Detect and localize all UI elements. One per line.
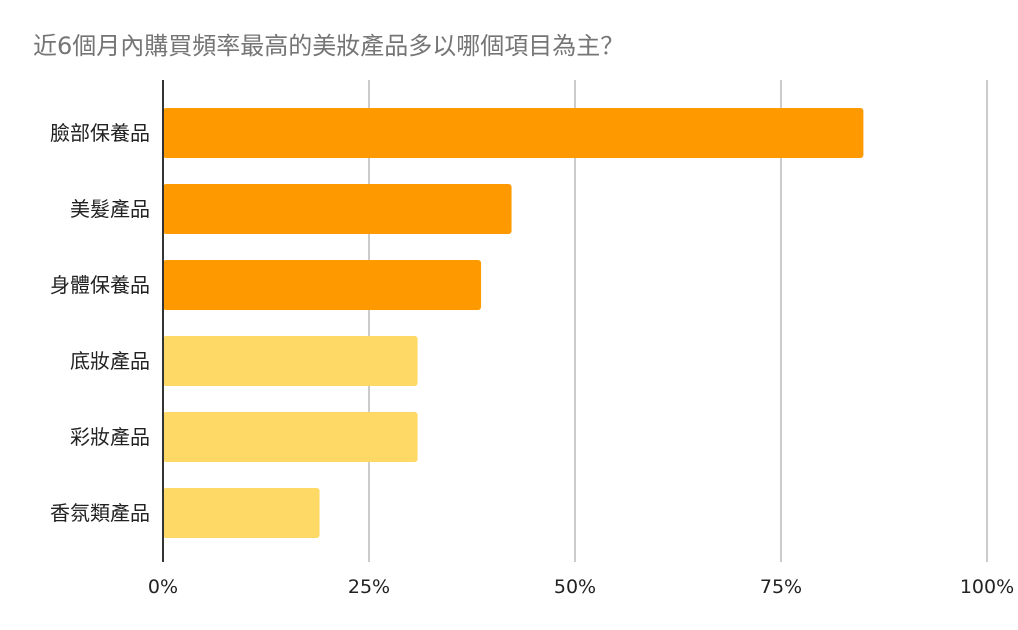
x-tick-label-4: 100% bbox=[960, 576, 1014, 598]
bar-4 bbox=[163, 412, 418, 462]
chart-title: 近6個月內購買頻率最高的美妝產品多以哪個項目為主？ bbox=[33, 32, 625, 60]
bar-2 bbox=[163, 260, 482, 310]
category-label-3: 底妝產品 bbox=[70, 349, 150, 373]
category-label-1: 美髮產品 bbox=[70, 197, 150, 221]
category-label-4: 彩妝產品 bbox=[70, 425, 150, 449]
x-tick-label-3: 75% bbox=[760, 576, 802, 598]
category-label-5: 香氛類產品 bbox=[50, 501, 150, 525]
x-tick-label-1: 25% bbox=[348, 576, 390, 598]
category-label-0: 臉部保養品 bbox=[50, 121, 150, 145]
bar-1 bbox=[163, 184, 512, 234]
bar-3 bbox=[163, 336, 418, 386]
category-label-2: 身體保養品 bbox=[50, 273, 150, 297]
x-tick-label-0: 0% bbox=[148, 576, 178, 598]
bar-0 bbox=[163, 108, 864, 158]
bar-5 bbox=[163, 488, 320, 538]
x-tick-label-2: 50% bbox=[554, 576, 596, 598]
